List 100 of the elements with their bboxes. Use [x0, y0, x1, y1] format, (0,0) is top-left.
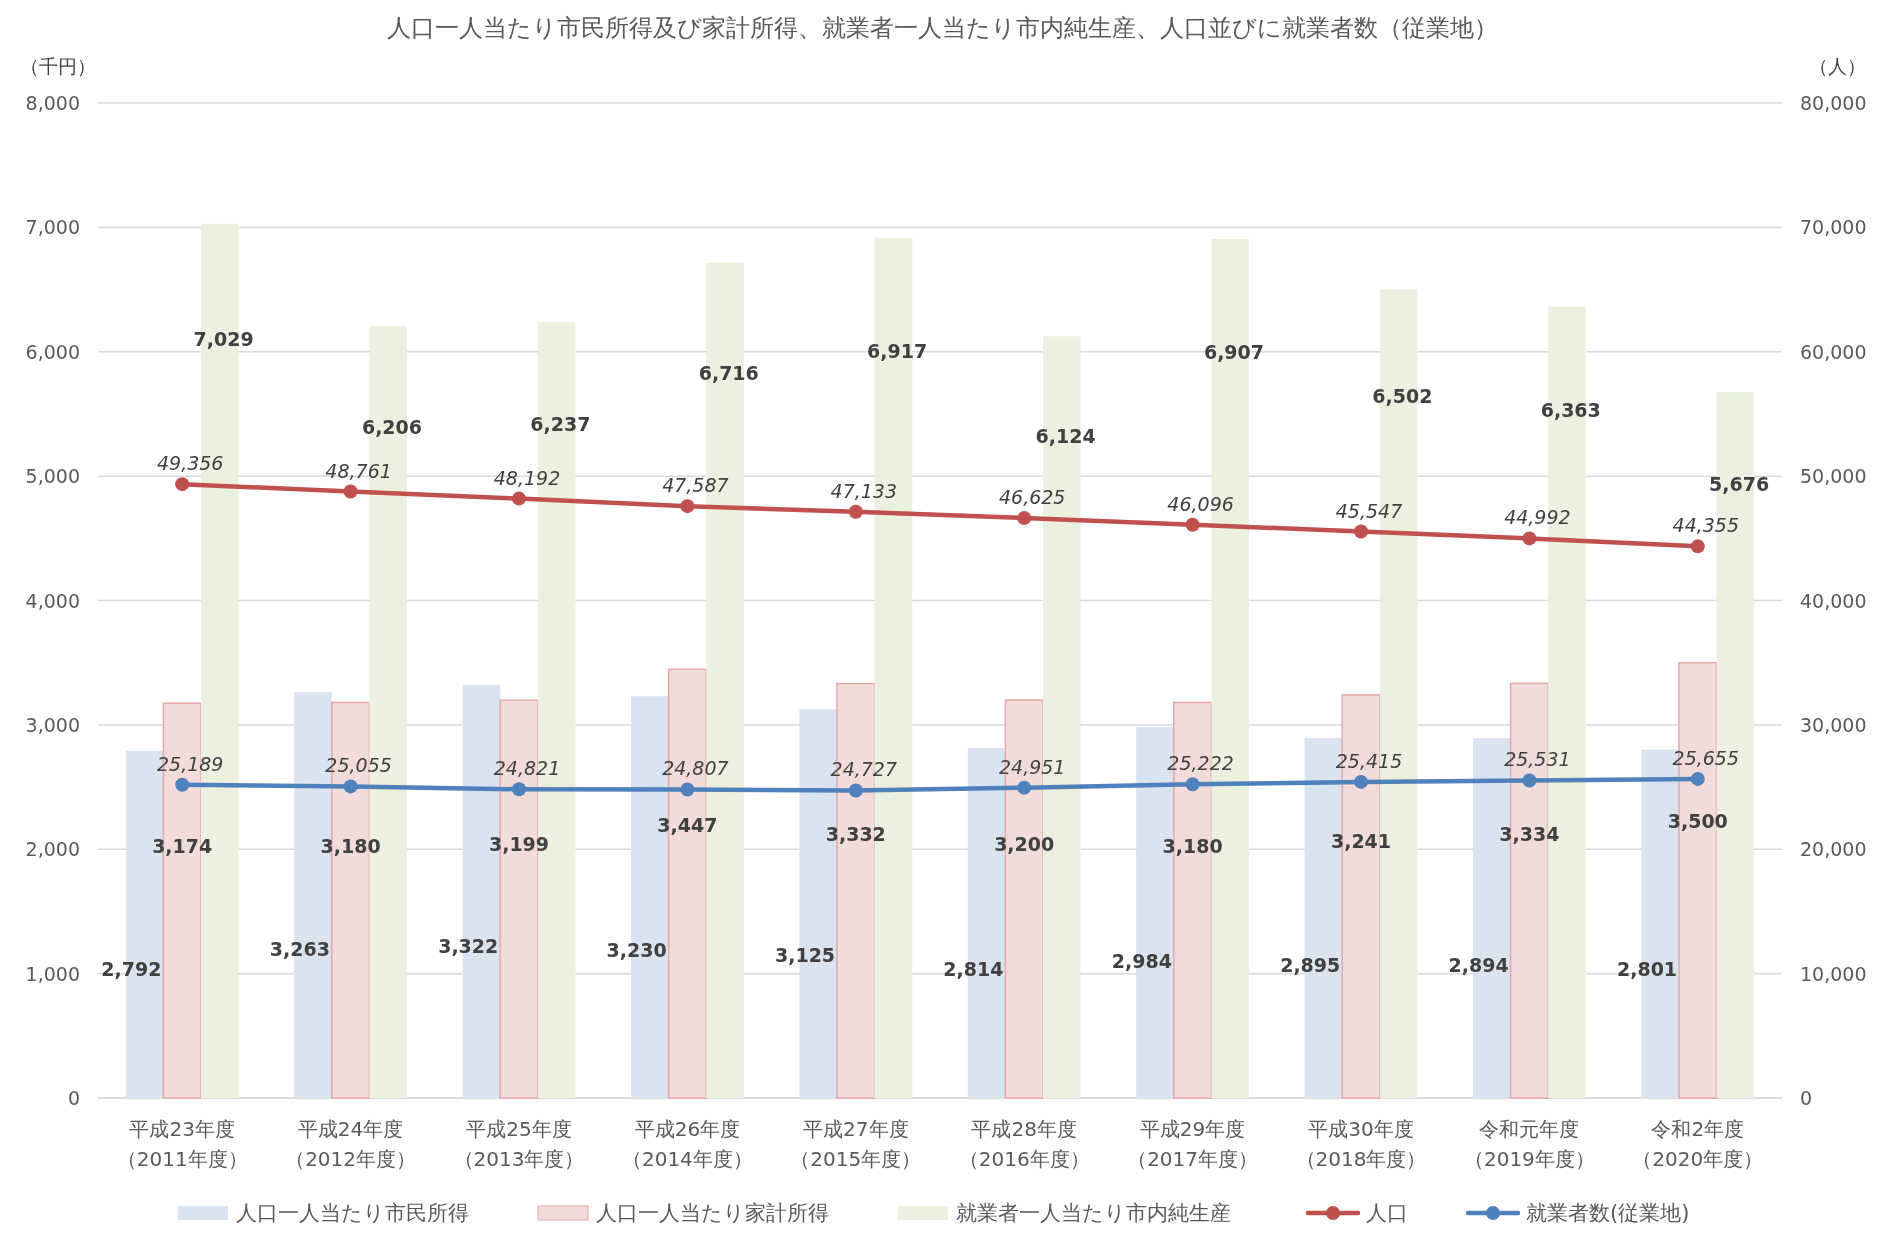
point — [1185, 517, 1200, 532]
data-label: 3,200 — [994, 833, 1055, 856]
point — [680, 782, 695, 797]
point — [175, 477, 190, 492]
data-label: 3,180 — [320, 834, 381, 857]
data-label: 6,206 — [361, 416, 423, 439]
x-tick-label: 令和元年度（2019年度） — [1463, 1117, 1595, 1171]
data-label: 6,363 — [1540, 399, 1601, 422]
y2-tick-label: 60,000 — [1800, 340, 1867, 363]
x-tick-label: 平成24年度（2012年度） — [285, 1117, 417, 1171]
data-label: 3,322 — [438, 935, 499, 958]
data-label: 24,807 — [662, 757, 729, 780]
data-label: 6,124 — [1035, 424, 1096, 447]
data-label: 47,587 — [662, 474, 729, 497]
legend-label: 人口一人当たり家計所得 — [596, 1201, 829, 1225]
data-label: 3,199 — [488, 833, 550, 856]
point — [1354, 524, 1368, 539]
y2-tick-label: 10,000 — [1800, 962, 1867, 985]
point — [848, 504, 863, 519]
data-label: 2,895 — [1280, 953, 1341, 976]
data-label: 3,241 — [1330, 830, 1392, 853]
data-label: 2,792 — [101, 958, 162, 981]
data-label: 3,332 — [825, 823, 886, 846]
y-axis-title: （千円） — [20, 55, 96, 77]
x-tick-label: 平成25年度（2013年度） — [453, 1117, 585, 1171]
data-label: 6,716 — [698, 361, 759, 384]
legend-label: 就業者数(従業地) — [1526, 1201, 1690, 1225]
point — [1522, 531, 1537, 546]
point — [1690, 539, 1705, 554]
data-label: 44,355 — [1672, 514, 1740, 537]
x-tick-label: 平成26年度（2014年度） — [621, 1117, 753, 1171]
x-tick-label: 平成23年度（2011年度） — [116, 1117, 248, 1171]
point — [1017, 780, 1032, 795]
point — [1185, 777, 1200, 792]
y2-axis-title: （人） — [1808, 55, 1866, 77]
data-label: 47,133 — [830, 479, 898, 502]
y2-tick-label: 20,000 — [1800, 838, 1867, 861]
data-label: 24,727 — [830, 758, 898, 781]
data-label: 5,676 — [1709, 472, 1770, 495]
data-label: 48,192 — [493, 466, 561, 489]
point — [343, 779, 358, 794]
data-label: 6,237 — [530, 412, 591, 435]
y-tick-label: 6,000 — [25, 340, 80, 363]
data-label: 25,222 — [1167, 752, 1234, 775]
data-label: 25,531 — [1504, 748, 1571, 771]
point — [1354, 774, 1368, 789]
x-tick-label: 平成27年度（2015年度） — [790, 1117, 922, 1171]
y2-tick-label: 30,000 — [1800, 713, 1867, 736]
data-label: 3,125 — [774, 943, 836, 966]
y-tick-label: 7,000 — [25, 216, 80, 239]
y-tick-label: 2,000 — [25, 838, 80, 861]
point — [512, 782, 526, 797]
data-label: 7,029 — [193, 328, 254, 351]
data-label: 25,415 — [1335, 749, 1403, 772]
legend-label: 就業者一人当たり市内純生産 — [956, 1201, 1231, 1225]
legend-label: 人口一人当たり市民所得 — [236, 1201, 469, 1225]
data-label: 3,263 — [269, 937, 330, 960]
y-tick-label: 1,000 — [25, 962, 80, 985]
y-tick-label: 8,000 — [25, 92, 80, 114]
point — [175, 777, 190, 792]
y2-tick-label: 70,000 — [1800, 216, 1867, 239]
data-label: 6,502 — [1372, 384, 1433, 407]
y-tick-label: 0 — [67, 1087, 80, 1109]
point — [680, 499, 695, 514]
y2-tick-label: 0 — [1800, 1087, 1813, 1109]
data-label: 49,356 — [156, 452, 224, 475]
data-label: 2,984 — [1111, 950, 1172, 973]
y-tick-label: 3,000 — [25, 713, 80, 736]
data-label: 3,447 — [657, 814, 718, 837]
point — [1017, 511, 1032, 526]
data-label: 24,951 — [998, 755, 1066, 778]
data-label: 3,174 — [152, 835, 213, 858]
legend-label: 人口 — [1366, 1201, 1408, 1225]
point — [1522, 773, 1537, 788]
data-label: 2,894 — [1448, 954, 1509, 977]
x-tick-label: 令和2年度（2020年度） — [1632, 1117, 1764, 1171]
data-label: 3,230 — [606, 939, 667, 962]
data-label: 3,500 — [1667, 810, 1728, 833]
point — [1690, 771, 1705, 786]
data-label: 2,814 — [943, 957, 1004, 980]
data-label: 3,334 — [1499, 822, 1560, 845]
y2-tick-label: 80,000 — [1800, 92, 1867, 114]
data-label: 6,917 — [867, 340, 928, 363]
data-label: 24,821 — [493, 757, 561, 780]
data-label: 25,055 — [325, 754, 392, 777]
data-label: 25,189 — [156, 752, 224, 775]
data-label: 25,655 — [1672, 746, 1740, 769]
data-label: 48,761 — [325, 459, 392, 482]
point — [512, 491, 526, 506]
y-tick-label: 5,000 — [25, 465, 80, 488]
chart-title: 人口一人当たり市民所得及び家計所得、就業者一人当たり市内純生産、人口並びに就業者数（従業地） — [387, 14, 1498, 42]
y2-tick-label: 50,000 — [1800, 465, 1867, 488]
data-label: 46,096 — [1167, 492, 1234, 515]
point — [343, 484, 358, 499]
data-label: 3,180 — [1162, 834, 1223, 857]
x-tick-label: 平成28年度（2016年度） — [958, 1117, 1090, 1171]
x-tick-label: 平成30年度（2018年度） — [1295, 1117, 1427, 1171]
point — [848, 783, 863, 798]
data-label: 46,625 — [998, 486, 1066, 509]
data-label: 44,992 — [1504, 506, 1571, 529]
